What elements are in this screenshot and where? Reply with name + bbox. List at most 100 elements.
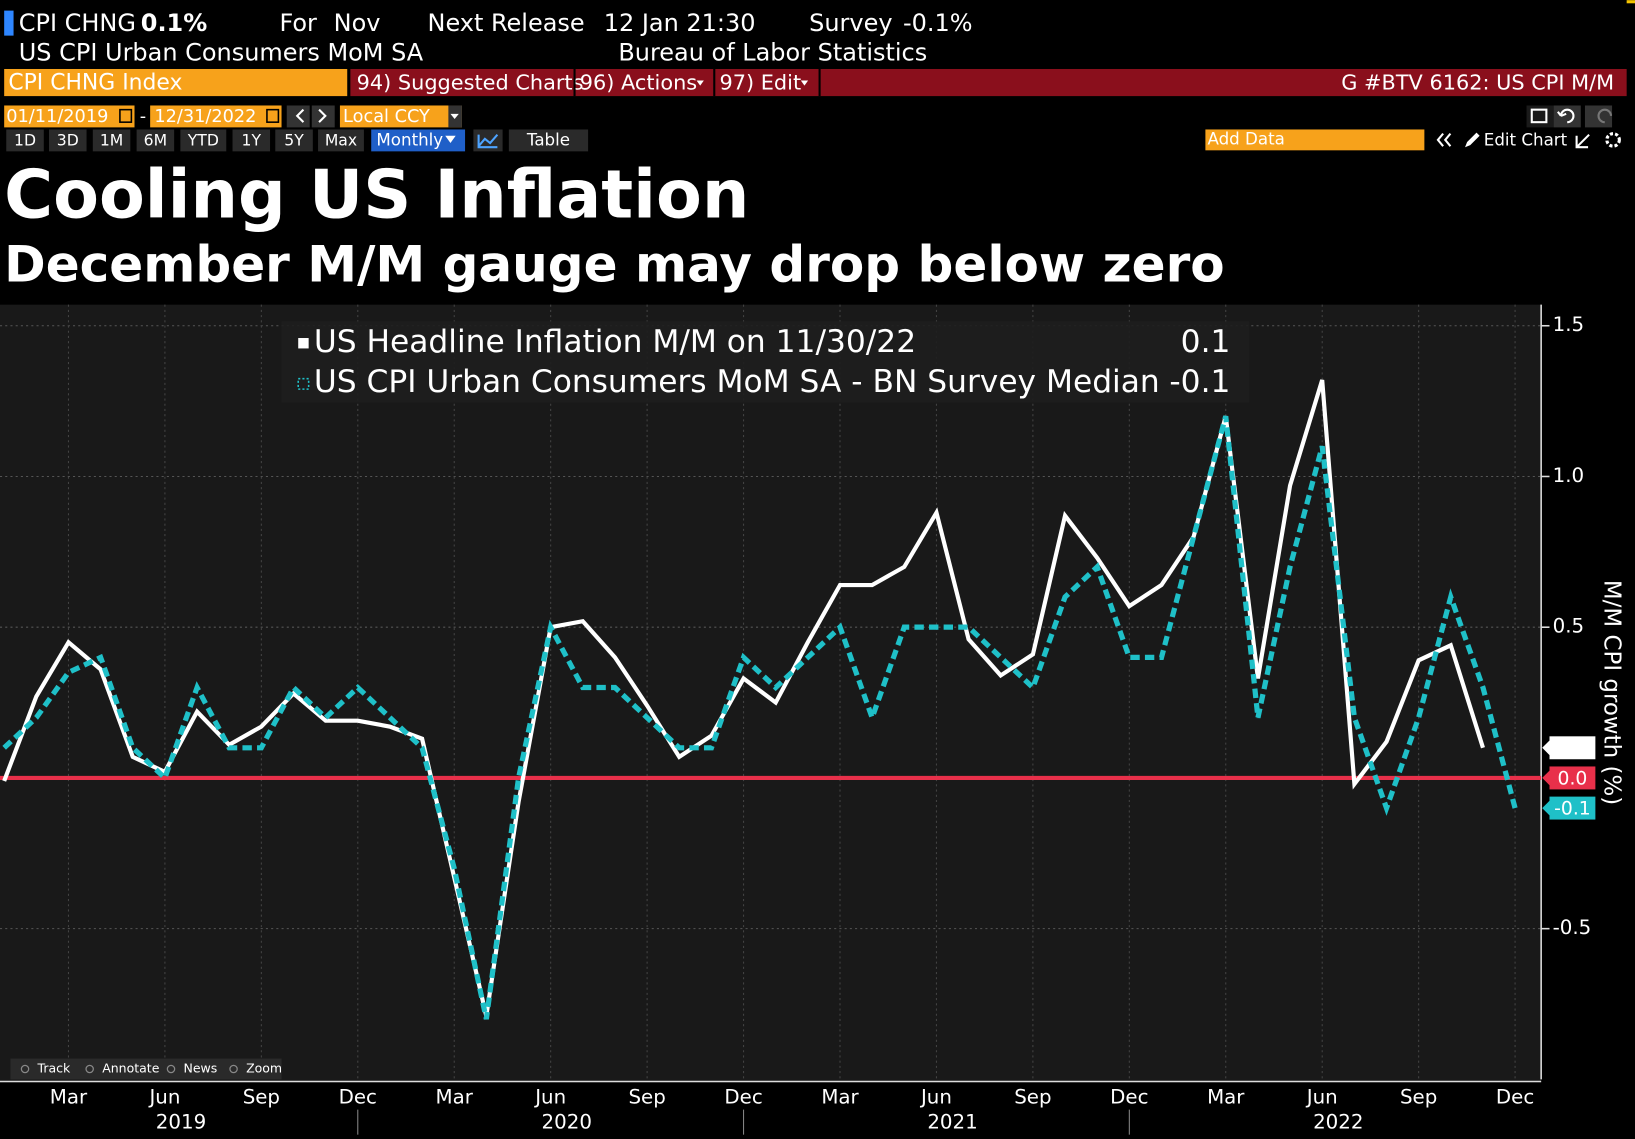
period[interactable]: Max xyxy=(325,130,357,149)
redo-icon xyxy=(1597,108,1613,124)
legend-value: -0.1 xyxy=(1169,364,1230,400)
frequency-arrow xyxy=(445,135,456,144)
x-tick-label: Sep xyxy=(243,1086,280,1109)
period[interactable]: 5Y xyxy=(284,130,304,149)
security[interactable]: CPI CHNG Index xyxy=(8,71,182,96)
add-data[interactable]: Add Data xyxy=(1207,129,1284,148)
ticker-value: 0.1% xyxy=(141,9,207,37)
ticker-marker xyxy=(4,10,14,36)
x-group-label: 2019 xyxy=(156,1111,206,1134)
end-date[interactable]: 12/31/2022 xyxy=(154,107,256,127)
start-date-box[interactable] xyxy=(4,105,135,128)
tools-bar xyxy=(10,1058,282,1080)
period-button[interactable] xyxy=(180,129,227,152)
security-box[interactable] xyxy=(4,68,348,97)
zero-badge xyxy=(1549,766,1596,790)
collapse-icon xyxy=(1436,132,1452,147)
x-tick-label: Mar xyxy=(821,1086,859,1109)
settings-icon xyxy=(1575,133,1590,149)
x-tick-label: Mar xyxy=(50,1086,88,1109)
chart-id: G #BTV 6162: US CPI M/M xyxy=(1341,71,1614,95)
legend-marker xyxy=(298,338,309,349)
date-separator: - xyxy=(140,107,146,127)
menu-item[interactable]: 96) Actions xyxy=(580,71,697,95)
description: US CPI Urban Consumers MoM SA xyxy=(19,38,424,66)
ticker: CPI CHNG xyxy=(19,9,136,37)
plot-area xyxy=(0,304,1542,1083)
chart-type-icon xyxy=(477,133,499,149)
end-date-box[interactable] xyxy=(150,105,282,128)
chart-subtitle: December M/M gauge may drop below zero xyxy=(4,236,1225,294)
edit-chart[interactable]: Edit Chart xyxy=(1484,130,1568,149)
legend-box xyxy=(281,321,1250,403)
zero-badge-pointer xyxy=(1542,769,1551,787)
table-button[interactable] xyxy=(508,129,589,152)
chart-title: Cooling US Inflation xyxy=(4,155,749,233)
view-button[interactable] xyxy=(1553,105,1581,128)
nav-arrow xyxy=(318,108,327,123)
period-button[interactable] xyxy=(318,129,364,152)
tool-icon xyxy=(166,1064,176,1074)
zero-badge-label: 0.0 xyxy=(1558,768,1588,789)
period[interactable]: 1M xyxy=(100,130,123,149)
tool-icon xyxy=(85,1064,94,1074)
chart-tool[interactable]: Track xyxy=(37,1060,71,1075)
currency[interactable]: Local CCY xyxy=(343,107,430,127)
legend-entry: US Headline Inflation M/M on 11/30/22 xyxy=(314,324,916,360)
period-button[interactable] xyxy=(92,129,131,152)
period-button[interactable] xyxy=(275,129,313,152)
period-button[interactable] xyxy=(6,129,44,152)
x-tick-label: Sep xyxy=(1400,1086,1437,1109)
x-tick-label: Jun xyxy=(1305,1086,1338,1109)
x-tick-label: Mar xyxy=(436,1086,474,1109)
menu-item[interactable]: 97) Edit xyxy=(719,71,801,95)
corner-marker xyxy=(1626,0,1635,4)
period[interactable]: 1D xyxy=(14,130,36,149)
x-tick-label: Dec xyxy=(1110,1086,1148,1109)
frequency-button[interactable] xyxy=(371,129,466,152)
period-button[interactable] xyxy=(49,129,87,152)
undo-icon xyxy=(1557,108,1575,124)
add-data-box[interactable] xyxy=(1205,129,1425,151)
frequency[interactable]: Monthly xyxy=(376,130,443,149)
x-tick-label: Sep xyxy=(628,1086,665,1109)
x-tick-label: Mar xyxy=(1207,1086,1245,1109)
period[interactable]: YTD xyxy=(187,130,219,149)
tool-icon xyxy=(229,1064,238,1074)
menu-item[interactable]: 94) Suggested Charts xyxy=(357,71,584,95)
start-date[interactable]: 01/11/2019 xyxy=(6,107,108,127)
x-tick-label: Sep xyxy=(1014,1086,1051,1109)
last-value-badge-pointer xyxy=(1542,739,1551,757)
x-group-label: 2022 xyxy=(1313,1111,1363,1134)
chart-tool[interactable]: News xyxy=(184,1060,218,1075)
period-button[interactable] xyxy=(232,129,271,152)
y-tick-label: 1.0 xyxy=(1553,464,1584,487)
menu-bar xyxy=(350,68,1627,97)
period[interactable]: 6M xyxy=(144,130,167,149)
series-line xyxy=(2,415,1518,1020)
chart-tool[interactable]: Annotate xyxy=(102,1060,160,1075)
y-tick-label: 0.5 xyxy=(1553,615,1584,638)
nav-button[interactable] xyxy=(311,105,335,128)
view-icon xyxy=(1530,108,1548,124)
y-axis-label: M/M CPI growth (%) xyxy=(1599,580,1625,805)
x-tick-label: Dec xyxy=(339,1086,377,1109)
chart-tool[interactable]: Zoom xyxy=(246,1060,282,1075)
y-tick-label: -0.5 xyxy=(1553,916,1592,939)
x-group-label: 2021 xyxy=(927,1111,977,1134)
x-tick-label: Jun xyxy=(147,1086,180,1109)
table[interactable]: Table xyxy=(526,130,570,149)
legend-value: 0.1 xyxy=(1181,324,1231,360)
x-tick-label: Jun xyxy=(533,1086,566,1109)
release-value: 12 Jan 21:30 xyxy=(604,9,756,37)
period-button[interactable] xyxy=(136,129,175,152)
calendar-icon xyxy=(119,108,133,123)
release-label: Next Release xyxy=(428,9,585,37)
period[interactable]: 1Y xyxy=(242,130,262,149)
period[interactable]: 3D xyxy=(57,130,79,149)
for-value: Nov xyxy=(334,9,381,37)
gear-icon xyxy=(1605,132,1621,148)
pencil-icon xyxy=(1465,132,1480,148)
currency-box[interactable] xyxy=(339,105,462,128)
